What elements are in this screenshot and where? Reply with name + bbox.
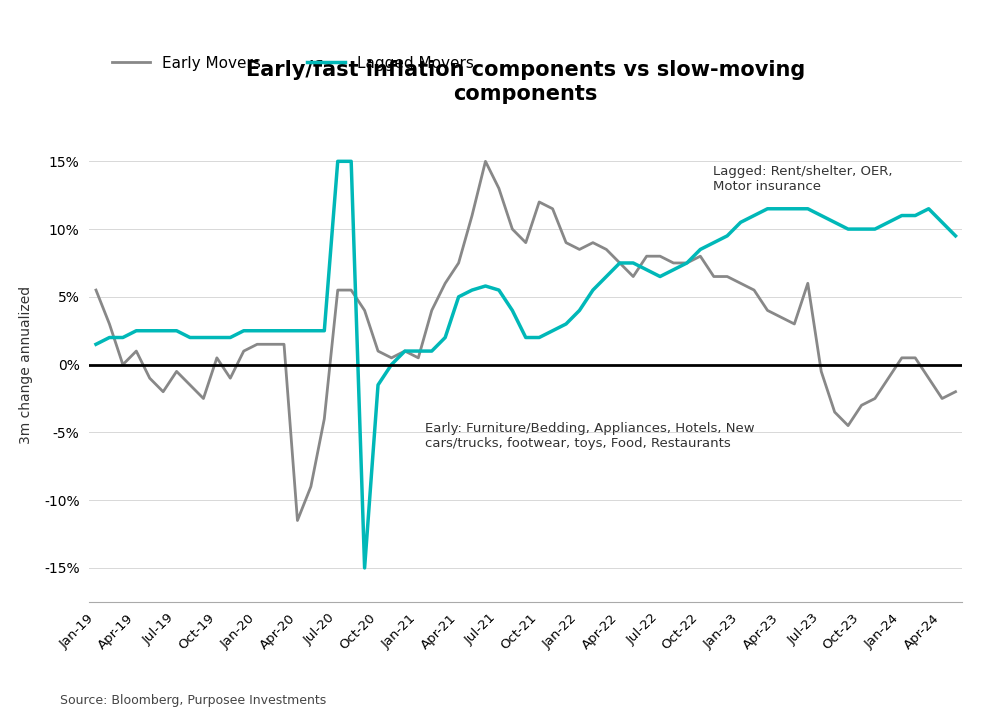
Text: Lagged: Rent/shelter, OER,
Motor insurance: Lagged: Rent/shelter, OER, Motor insuran… [713,166,893,193]
Lagged Movers [292,326,304,335]
Lagged Movers [949,232,961,240]
Early Movers [292,516,304,525]
Early Movers [949,387,961,396]
Y-axis label: 3m change annualized: 3m change annualized [19,285,33,444]
Early Movers [305,482,316,491]
Early Movers [466,211,478,219]
Early Movers [359,306,371,314]
Lagged Movers [560,320,572,329]
Lagged Movers [90,340,102,348]
Early Movers [90,286,102,295]
Lagged Movers [923,205,934,213]
Line: Early Movers: Early Movers [96,161,955,520]
Text: Source: Bloomberg, Purposee Investments: Source: Bloomberg, Purposee Investments [60,695,325,707]
Line: Lagged Movers: Lagged Movers [96,161,955,568]
Lagged Movers [331,157,343,166]
Lagged Movers [372,381,384,389]
Legend: Early Movers, Lagged Movers: Early Movers, Lagged Movers [106,50,480,77]
Text: Early: Furniture/Bedding, Appliances, Hotels, New
cars/trucks, footwear, toys, F: Early: Furniture/Bedding, Appliances, Ho… [426,421,755,450]
Lagged Movers [479,282,491,290]
Early Movers [479,157,491,166]
Lagged Movers [359,564,371,572]
Title: Early/fast inflation components vs slow-moving
components: Early/fast inflation components vs slow-… [246,60,806,103]
Lagged Movers [855,225,867,234]
Early Movers [560,239,572,247]
Early Movers [855,401,867,409]
Early Movers [923,374,934,382]
